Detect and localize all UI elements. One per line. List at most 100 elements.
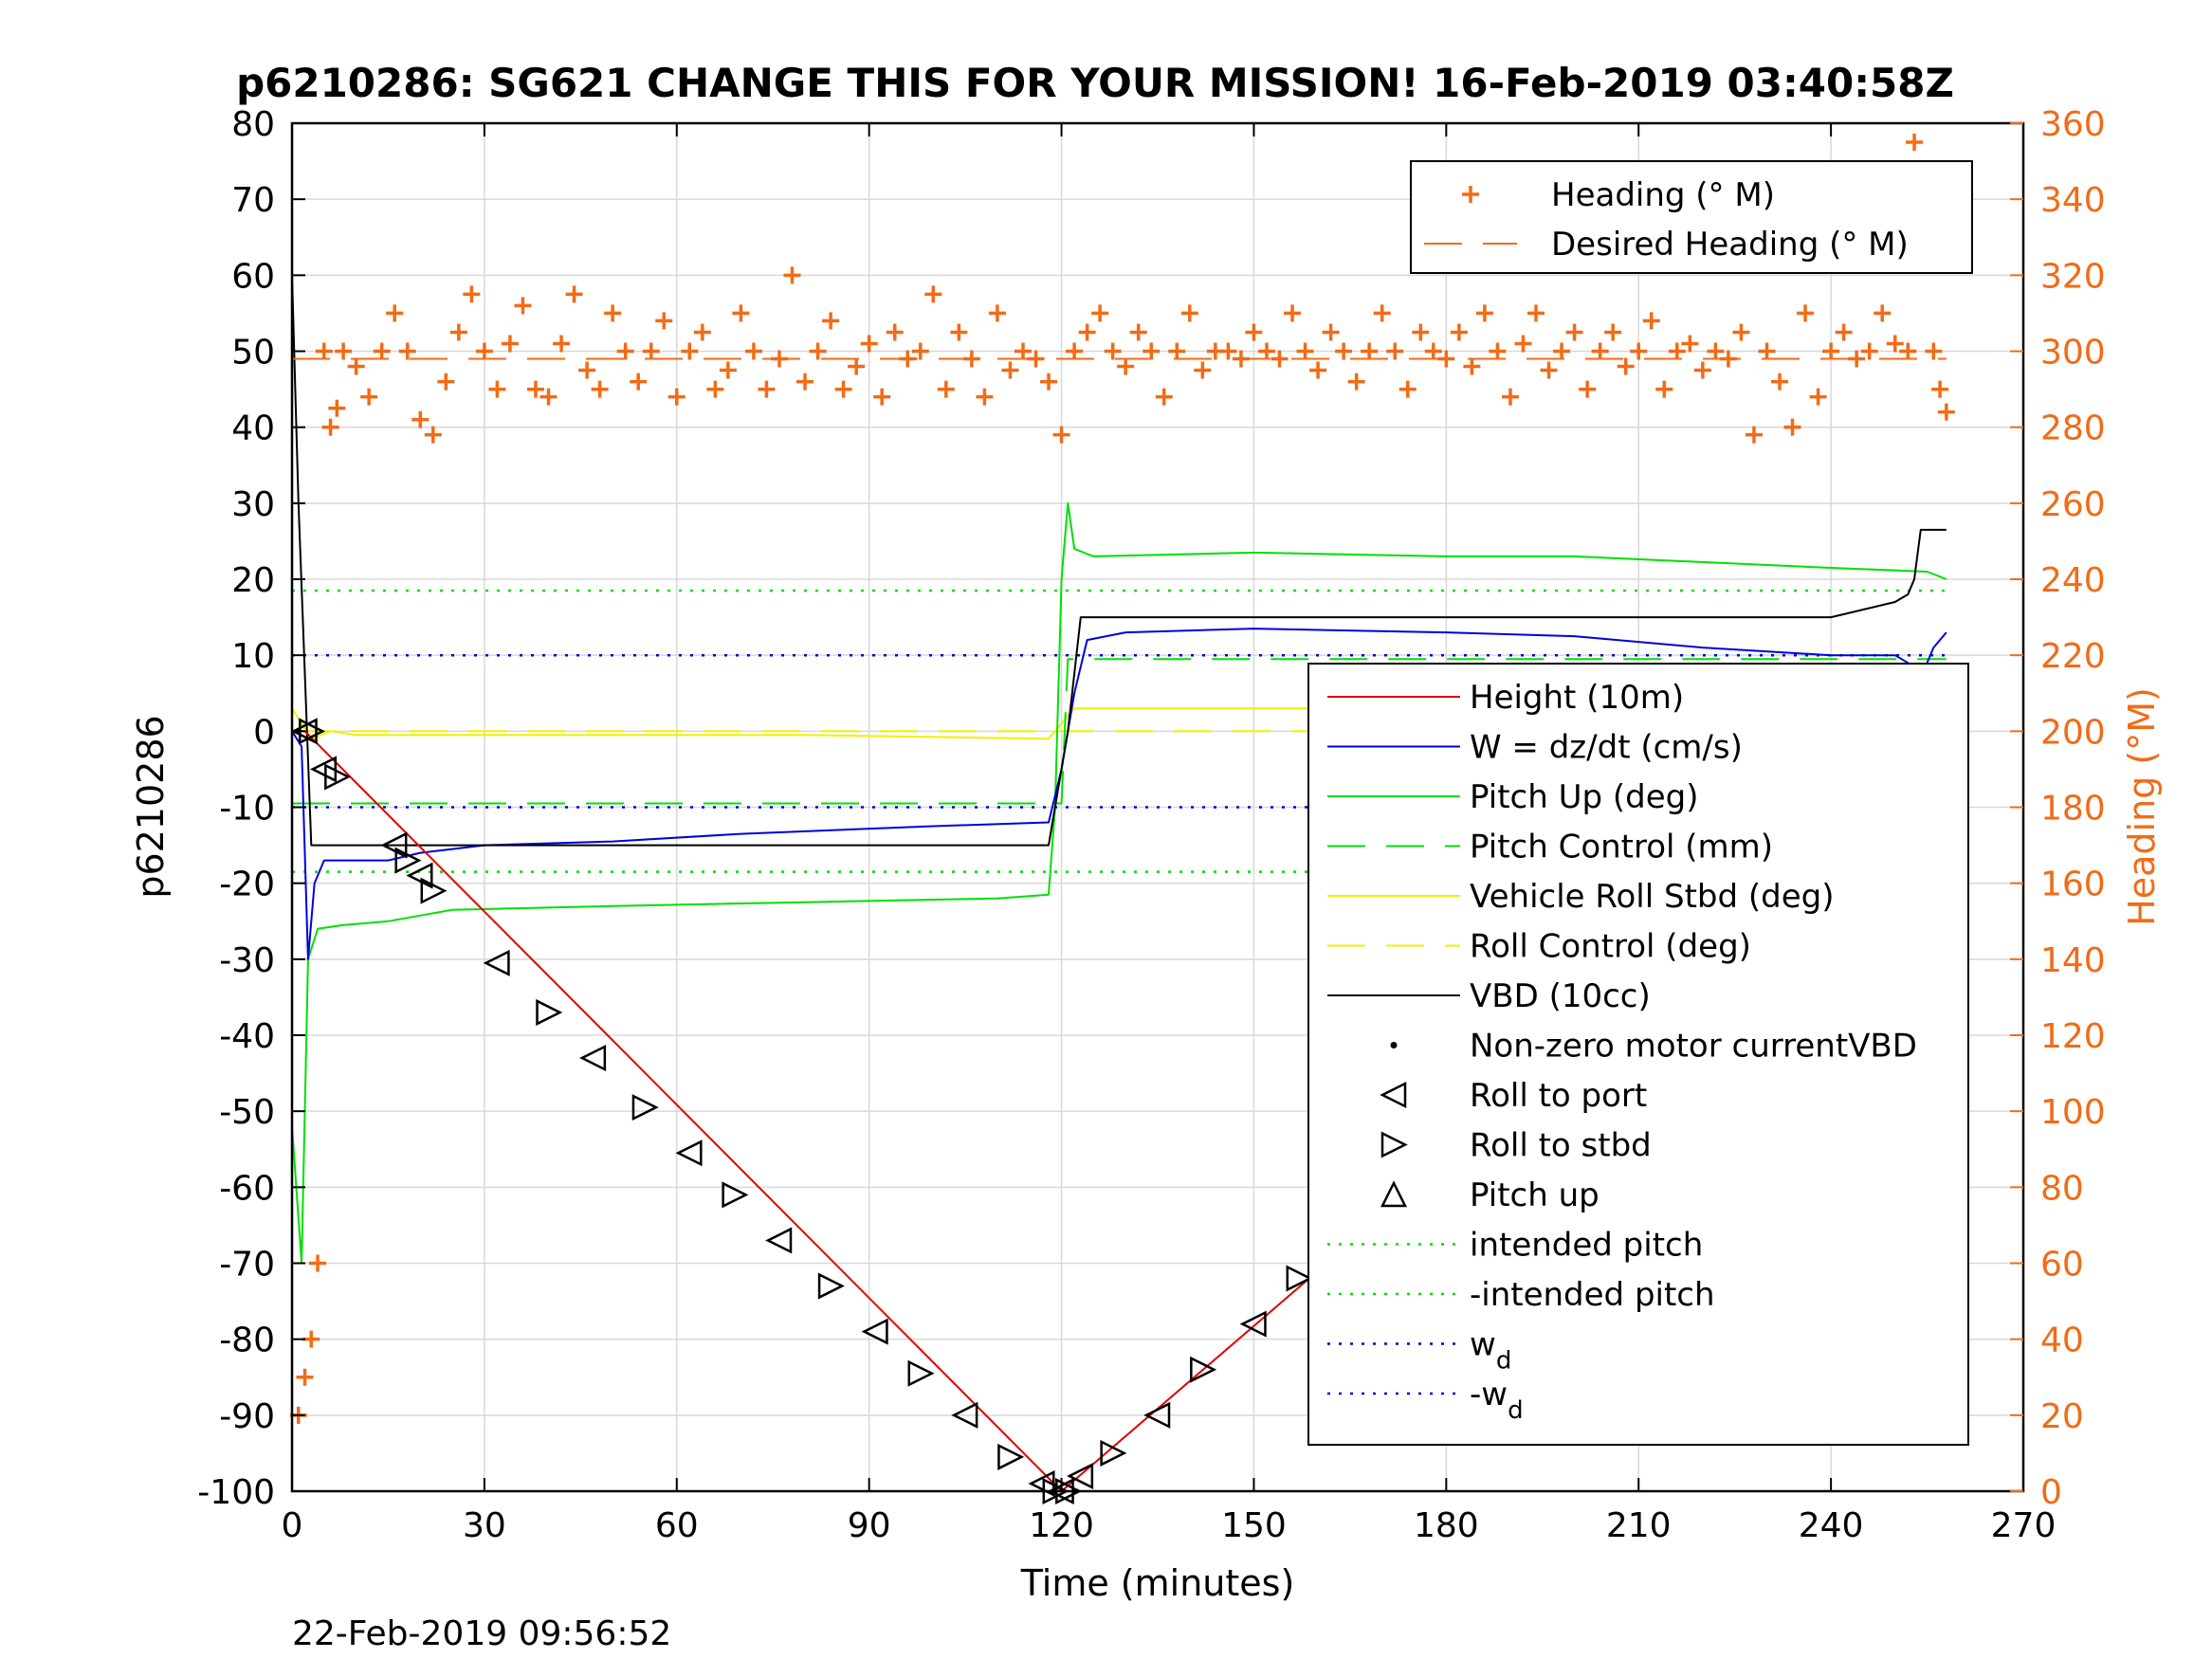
heading-point — [1693, 361, 1711, 379]
legend-label-roll-control-deg: Roll Control (deg) — [1470, 928, 1751, 966]
heading-point — [1052, 426, 1070, 444]
heading-point — [950, 323, 968, 341]
heading-point — [1835, 323, 1853, 341]
heading-point — [1899, 342, 1917, 360]
heading-point — [1424, 342, 1442, 360]
legend-label-pitch-up: Pitch up — [1470, 1176, 1600, 1214]
heading-point — [1078, 323, 1096, 341]
heading-point — [1219, 342, 1237, 360]
heading-point — [706, 380, 724, 398]
legend-main: Height (10m) W = dz/dt (cm/s) Pitch Up (de… — [1307, 663, 1969, 1446]
heading-point — [1758, 342, 1776, 360]
heading-point — [1001, 361, 1019, 379]
heading-point — [1707, 342, 1725, 360]
heading-point — [1681, 335, 1699, 353]
y2-tick-label: 140 — [2040, 941, 2106, 980]
heading-point — [1925, 342, 1943, 360]
heading-point — [1373, 304, 1391, 322]
heading-point — [667, 388, 686, 406]
heading-point — [1553, 342, 1571, 360]
roll-to-stbd-marker — [536, 998, 563, 1026]
heading-point — [526, 380, 544, 398]
roll-to-port-marker — [675, 1139, 703, 1167]
y2-axis-label: Heading (°M) — [2121, 687, 2163, 926]
heading-point — [1335, 342, 1353, 360]
legend-label-vehicle-roll-stbd-deg: Vehicle Roll Stbd (deg) — [1470, 878, 1835, 916]
roll-to-port-marker — [1067, 1462, 1094, 1489]
y2-ticks: 3603403203002802602402202001801601401201… — [2010, 105, 2106, 1512]
heading-point — [373, 342, 391, 360]
heading-point — [1745, 426, 1763, 444]
series-pitch-up-deg — [291, 501, 1947, 1265]
roll-to-port-marker — [483, 949, 510, 976]
heading-point — [693, 323, 711, 341]
heading-point — [1066, 342, 1084, 360]
heading-point — [1874, 304, 1892, 322]
y-tick-label: -10 — [219, 790, 275, 829]
heading-point — [976, 388, 994, 406]
heading-point — [1501, 388, 1519, 406]
heading-point — [873, 388, 891, 406]
legend-label-vbd-10cc: VBD (10cc) — [1470, 977, 1651, 1015]
heading-point — [796, 373, 814, 391]
heading-point — [1809, 388, 1827, 406]
legend-label-roll-to-stbd: Roll to stbd — [1470, 1127, 1652, 1165]
heading-point — [1937, 403, 1955, 421]
y2-tick-label: 160 — [2040, 866, 2106, 904]
heading-point — [437, 373, 455, 391]
chart-title: p6210286: SG621 CHANGE THIS FOR YOUR MIS… — [236, 60, 1954, 106]
heading-point — [899, 350, 917, 368]
heading-point — [911, 342, 929, 360]
heading-point — [1527, 304, 1545, 322]
heading-point — [1642, 312, 1660, 330]
y-tick-label: -60 — [219, 1169, 275, 1208]
heading-point — [1296, 342, 1314, 360]
legend-label-non-zero-motor-currentvbd: Non-zero motor currentVBD — [1470, 1028, 1917, 1066]
roll-to-stbd-marker — [997, 1443, 1025, 1470]
y-tick-label: 30 — [231, 485, 275, 524]
legend-label-heading-m: Heading (° M) — [1551, 176, 1775, 214]
heading-point — [1040, 373, 1058, 391]
heading-point — [1129, 323, 1147, 341]
heading-point — [719, 361, 737, 379]
heading-point — [1732, 323, 1750, 341]
heading-point — [1797, 304, 1815, 322]
heading-point — [1540, 361, 1558, 379]
heading-point — [1027, 350, 1045, 368]
roll-to-stbd-marker — [324, 763, 352, 791]
heading-point — [1489, 342, 1507, 360]
heading-point — [1232, 350, 1250, 368]
heading-point — [770, 350, 788, 368]
roll-to-stbd-marker — [1286, 1265, 1313, 1292]
heading-point — [1168, 342, 1186, 360]
heading-point — [514, 297, 532, 315]
heading-point — [886, 323, 904, 341]
y2-tick-label: 80 — [2040, 1169, 2084, 1208]
legend-swatch-heading — [1462, 186, 1479, 203]
heading-point — [744, 342, 762, 360]
legend-label-intended-pitch: intended pitch — [1470, 1227, 1703, 1265]
heading-point — [328, 399, 346, 417]
y-tick-label: -90 — [219, 1397, 275, 1436]
series-vbd-10cc — [291, 275, 1947, 847]
heading-point — [642, 342, 660, 360]
heading-point — [565, 285, 583, 303]
legend-subscript: d — [1508, 1396, 1524, 1425]
legend-swatch-roll-to-stbd — [1380, 1131, 1408, 1158]
legend-label-desired-heading-m: Desired Heading (° M) — [1551, 226, 1909, 264]
heading-point — [1579, 380, 1597, 398]
heading-point — [296, 1368, 314, 1386]
heading-point — [321, 418, 339, 436]
heading-point — [1860, 342, 1878, 360]
heading-point — [1347, 373, 1365, 391]
x-tick-label: 120 — [1029, 1506, 1094, 1545]
x-tick-label: 90 — [848, 1506, 891, 1545]
heading-point — [1771, 373, 1789, 391]
y2-tick-label: 280 — [2040, 410, 2106, 448]
heading-point — [475, 342, 493, 360]
heading-point — [488, 380, 506, 398]
y2-tick-label: 240 — [2040, 561, 2106, 600]
heading-point — [1322, 323, 1340, 341]
roll-to-port-marker — [765, 1227, 793, 1254]
heading-point — [1906, 134, 1924, 152]
